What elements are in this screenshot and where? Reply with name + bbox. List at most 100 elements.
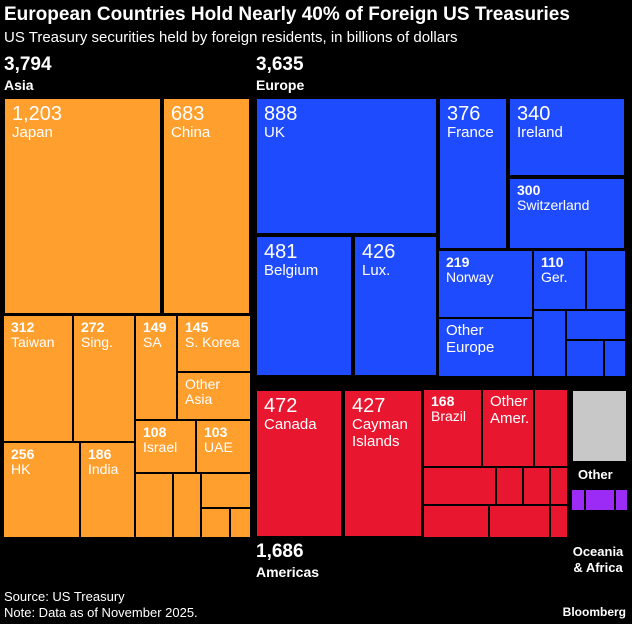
tile-other-americas: Other Amer. [482,389,534,467]
tile-japan: 1,203 Japan [3,97,162,315]
asia-total: 3,794 [4,54,52,75]
tile-name: China [171,124,211,141]
tile-value: 256 [11,446,35,462]
tile-label: 103 UAE [204,424,233,456]
tile-name: Israel [143,439,178,456]
americas-label: Americas [256,564,320,580]
tile-norway: 219 Norway [438,250,533,318]
asia-label: Asia [4,77,34,93]
tile-label: 427 Cayman Islands [352,395,408,450]
tile-label: 312 Taiwan [11,319,55,351]
tile-label: 272 Sing. [81,319,113,351]
tile-value: 312 [11,319,35,335]
tile-name: Asia [185,391,213,408]
tile-name: Canada [264,416,317,433]
tile-label: 481 Belgium [264,241,318,280]
tile-label: 110 Ger. [541,254,567,286]
tile-label: Other Asia [185,376,221,408]
tile-label: 472 Canada [264,395,317,434]
tile-value: 272 [81,319,105,335]
tile-name: Japan [12,124,53,141]
tile-value: 481 [264,241,298,263]
tile-label: 149 SA [143,319,167,351]
tile-asia-minor [201,473,251,508]
tile-asia-minor [201,508,230,538]
tile-label: 376 France [447,103,494,142]
tile-value: 472 [264,395,298,417]
tile-name: Lux. [362,262,391,279]
tile-name: S. Korea [185,334,240,351]
tile-value: 300 [517,182,541,198]
tile-name: India [88,461,119,478]
tile-saudi-arabia: 149 SA [135,315,177,420]
tile-value: 376 [447,103,481,125]
oceania-label-line1: Oceania [572,544,624,559]
tile-americas-minor [534,389,568,467]
tile-label: 1,203 Japan [12,103,62,142]
tile-asia-minor [135,473,173,538]
bloomberg-logo: Bloomberg [562,605,626,619]
tile-value: 1,203 [12,103,63,125]
tile-label: 888 UK [264,103,297,142]
other-label: Other [578,467,613,482]
tile-name: Brazil [431,408,467,425]
tile-europe-minor [604,340,626,377]
tile-hong-kong: 256 HK [3,442,80,538]
tile-name: UAE [204,439,233,456]
tile-americas-minor [489,505,550,538]
tile-oceania-africa [615,489,628,511]
tile-value: 426 [362,241,396,263]
tile-belgium: 481 Belgium [255,235,353,377]
tile-israel: 108 Israel [135,420,196,473]
tile-value: 103 [204,424,228,440]
tile-value: 186 [88,446,112,462]
tile-americas-minor [496,467,523,505]
tile-europe-minor [566,310,626,340]
tile-value: 110 [541,254,564,270]
tile-americas-minor [550,505,568,538]
tile-name: HK [11,461,31,478]
tile-name: Amer. [490,409,530,427]
tile-value: 168 [431,393,455,409]
tile-label: 145 S. Korea [185,319,240,351]
tile-label: 186 India [88,446,119,478]
oceania-label-line2: & Africa [573,560,623,575]
tile-label: 168 Brazil [431,393,467,425]
europe-total: 3,635 [256,54,304,75]
europe-label: Europe [256,77,305,93]
tile-taiwan: 312 Taiwan [3,315,73,442]
tile-singapore: 272 Sing. [73,315,135,442]
tile-label: Other Amer. [490,393,530,427]
chart-subtitle: US Treasury securities held by foreign r… [4,29,458,46]
tile-name: Other [185,376,221,392]
tile-canada: 472 Canada [255,389,343,538]
tile-other [571,389,628,463]
tile-france: 376 France [438,97,508,250]
tile-label: 340 Ireland [517,103,563,142]
tile-value: 427 [352,395,386,417]
tile-label: Other Europe [446,322,494,356]
tile-name: Other [490,393,528,410]
tile-name: Taiwan [11,334,55,351]
tile-label: 300 Switzerland [517,182,590,214]
tile-name: SA [143,334,162,351]
tile-china: 683 China [162,97,251,315]
tile-luxembourg: 426 Lux. [353,235,438,377]
tile-value: 219 [446,254,470,270]
tile-value: 683 [171,103,205,125]
tile-india: 186 India [80,442,135,538]
tile-value: 149 [143,319,167,335]
tile-value: 340 [517,103,551,125]
tile-uae: 103 UAE [196,420,251,473]
tile-label: 256 HK [11,446,35,478]
tile-name: France [447,124,494,141]
tile-name: Cayman [352,416,408,433]
tile-label: 426 Lux. [362,241,395,280]
tile-europe-minor [586,250,626,310]
tile-label: 683 China [171,103,210,142]
tile-europe-minor [533,310,566,377]
tile-name: Switzerland [517,197,590,214]
data-note: Note: Data as of November 2025. [4,605,198,620]
tile-value: 145 [185,319,209,335]
tile-cayman-islands: 427 Cayman Islands [343,389,423,538]
